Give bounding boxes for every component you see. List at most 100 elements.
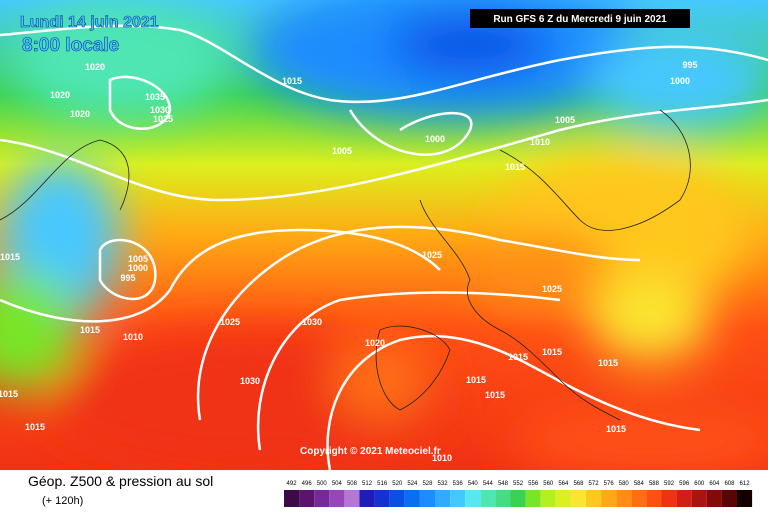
scale-label: 588 [649,481,660,487]
scale-label: 532 [438,481,449,487]
scale-label: 576 [604,481,615,487]
footer-subtitle: (+ 120h) [42,495,83,507]
scale-swatch [525,490,541,507]
scale-label: 520 [392,481,403,487]
color-scale: 492 496 500 504 508 512 516 520 524 528 532 536 540 5… [284,481,753,507]
copyright: Copyright © 2021 Meteociel.fr [300,446,441,457]
isobar-label: 1015 [485,390,505,400]
scale-swatch [329,490,345,507]
scale-label: 528 [422,481,433,487]
isobar-label: 1015 [282,76,302,86]
scale-swatch [676,490,692,507]
scale-label: 524 [407,481,418,487]
isobar-label: 1025 [542,284,562,294]
isobar-label: 1000 [670,76,690,86]
scale-swatch [389,490,405,507]
forecast-date: Lundi 14 juin 2021 [20,14,159,31]
run-box [470,9,690,28]
scale-swatch [661,490,677,507]
scale-label: 536 [453,481,464,487]
scale-swatch [631,490,647,507]
scale-label: 584 [634,481,645,487]
scale-label: 612 [740,481,751,487]
footer-title: Géop. Z500 & pression au sol [28,473,213,489]
scale-swatch [555,490,571,507]
scale-label: 492 [287,481,298,487]
scale-label: 512 [362,481,373,487]
scale-label: 604 [709,481,720,487]
isobar-label: 1030 [240,376,260,386]
scale-swatch [344,490,360,507]
scale-label: 516 [377,481,388,487]
isobar-label: 1020 [70,109,90,119]
isobar-label: 1015 [508,352,528,362]
isobar-label: 1015 [466,375,486,385]
scale-label: 504 [332,481,343,487]
scale-swatch [737,490,753,507]
scale-label: 548 [498,481,509,487]
scale-swatch [450,490,466,507]
isobar-label: 995 [120,273,135,283]
isobar-label: 1015 [505,162,525,172]
isobar-label: 1020 [50,90,70,100]
scale-swatch [691,490,707,507]
isobar-label: 1030 [302,317,322,327]
isobar-label: 1010 [123,332,143,342]
scale-label: 556 [528,481,539,487]
scale-swatch [359,490,375,507]
scale-label: 568 [573,481,584,487]
coastlines [0,109,691,421]
scale-swatch [510,490,526,507]
scale-swatch [706,490,722,507]
isobar-label: 1015 [598,358,618,368]
scale-label: 508 [347,481,358,487]
scale-label: 560 [543,481,554,487]
isobar-label: 1025 [422,250,442,260]
scale-label: 572 [589,481,600,487]
scale-swatch [284,490,300,507]
isobar-label: 1000 [128,263,148,273]
scale-label: 608 [724,481,735,487]
isobar-label: 1005 [128,254,148,264]
isobar-label: 1025 [220,317,240,327]
scale-label: 580 [619,481,630,487]
isobar-label: 1015 [80,325,100,335]
scale-swatch [419,490,435,507]
scale-swatch [586,490,602,507]
scale-label: 592 [664,481,675,487]
scale-label: 564 [558,481,569,487]
isobar-label: 1005 [332,146,352,156]
scale-label: 544 [483,481,494,487]
scale-label: 600 [694,481,705,487]
map-background [0,0,768,480]
isobar-label: 1015 [606,424,626,434]
scale-swatch [570,490,586,507]
isobar-label: 1005 [555,115,575,125]
scale-label: 540 [468,481,479,487]
isobar-label: 1015 [25,422,45,432]
isobar-label: 1020 [365,338,385,348]
isobar-label: 1035 [145,92,165,102]
scale-label: 552 [513,481,524,487]
scale-swatch [616,490,632,507]
scale-label: 596 [679,481,690,487]
isobar-label: 995 [682,60,697,70]
scale-swatch [314,490,330,507]
scale-swatch [721,490,737,507]
isobar-label: 1015 [0,389,18,399]
isobar-label: 1030 [150,105,170,115]
scale-swatch [540,490,556,507]
isobar-label: 1015 [0,252,20,262]
scale-label: 496 [302,481,313,487]
scale-swatch [495,490,511,507]
isobar-label: 1010 [530,137,550,147]
isobars [0,24,768,471]
isobar-label: 1020 [85,62,105,72]
isobar-labels: 1020102010201035103010251015100510009951… [0,60,698,463]
run-info: Run GFS 6 Z du Mercredi 9 juin 2021 [493,14,667,25]
scale-swatch [601,490,617,507]
scale-swatch [299,490,315,507]
scale-swatch [646,490,662,507]
